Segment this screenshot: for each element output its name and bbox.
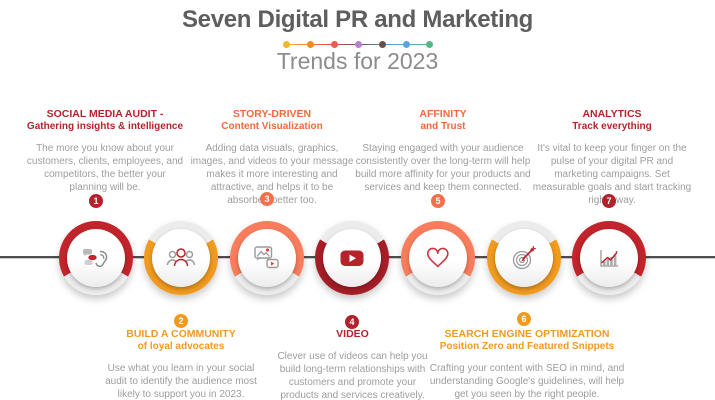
item-body: Use what you learn in your social audit … <box>105 363 257 400</box>
item-subtitle: Position Zero and Featured Snippets <box>439 340 615 352</box>
item-3-text: STORY-DRIVEN Content Visualization Addin… <box>189 108 355 207</box>
page-subtitle: Trends for 2023 <box>276 48 439 74</box>
item-title: AFFINITY <box>419 108 467 120</box>
step-number-badge: 2 <box>174 314 188 328</box>
timeline-node-4 <box>315 221 389 295</box>
step-number-badge: 3 <box>260 192 274 206</box>
item-body: Staying engaged with your audience consi… <box>355 143 531 194</box>
ear-listening-icon <box>80 242 112 274</box>
timeline-node-2 <box>144 221 218 295</box>
node-face <box>580 229 638 287</box>
timeline-node-3 <box>230 221 304 295</box>
item-7-text: ANALYTICS Track everything It's vital to… <box>532 108 692 207</box>
item-subtitle: of loyal advocates <box>137 340 225 352</box>
video-play-icon <box>336 242 368 274</box>
step-number-badge: 4 <box>345 315 359 329</box>
divider-dot <box>379 41 386 48</box>
item-title: SOCIAL MEDIA AUDIT - <box>46 108 164 120</box>
item-title: SEARCH ENGINE OPTIMIZATION <box>444 328 610 340</box>
timeline-node-6 <box>487 221 561 295</box>
item-title: STORY-DRIVEN <box>232 108 312 120</box>
step-number-badge: 1 <box>89 194 103 208</box>
community-people-icon <box>165 242 197 274</box>
media-bubbles-icon <box>251 242 283 274</box>
timeline-node-7 <box>572 221 646 295</box>
item-body: Crafting your content with SEO in mind, … <box>429 363 625 400</box>
item-subtitle: Gathering insights & intelligence <box>26 120 184 132</box>
bar-chart-growth-icon <box>593 242 625 274</box>
item-body: Clever use of videos can help you build … <box>277 350 428 400</box>
item-title: VIDEO <box>336 328 369 340</box>
node-face <box>495 229 553 287</box>
node-face <box>323 229 381 287</box>
header: Seven Digital PR and Marketing Trends fo… <box>0 6 715 75</box>
title-dot-divider <box>283 41 433 49</box>
divider-dot <box>403 41 410 48</box>
node-face <box>409 229 467 287</box>
item-title: BUILD A COMMUNITY <box>126 328 236 340</box>
divider-dot <box>307 41 314 48</box>
item-subtitle: Content Visualization <box>221 120 323 132</box>
item-subtitle: and Trust <box>420 120 466 132</box>
node-face <box>67 229 125 287</box>
step-number-badge: 7 <box>602 194 616 208</box>
item-1-text: SOCIAL MEDIA AUDIT - Gathering insights … <box>25 108 185 194</box>
item-5-text: AFFINITY and Trust Staying engaged with … <box>353 108 533 194</box>
item-subtitle: Track everything <box>572 120 652 132</box>
page-title: Seven Digital PR and Marketing <box>181 6 534 33</box>
divider-dot <box>283 41 290 48</box>
node-face <box>238 229 296 287</box>
step-number-badge: 6 <box>517 312 531 326</box>
node-face <box>152 229 210 287</box>
heart-icon <box>422 242 454 274</box>
divider-dot <box>355 41 362 48</box>
item-2-text: BUILD A COMMUNITY of loyal advocates Use… <box>101 328 261 400</box>
item-body: The more you know about your customers, … <box>26 143 184 194</box>
item-4-text: VIDEO Clever use of videos can help you … <box>270 328 435 400</box>
step-number-badge: 5 <box>431 194 445 208</box>
target-dart-icon <box>508 242 540 274</box>
timeline-node-1 <box>59 221 133 295</box>
item-title: ANALYTICS <box>582 108 642 120</box>
divider-dot <box>426 41 433 48</box>
timeline-node-5 <box>401 221 475 295</box>
item-6-text: SEARCH ENGINE OPTIMIZATION Position Zero… <box>427 328 627 400</box>
divider-dot <box>331 41 338 48</box>
